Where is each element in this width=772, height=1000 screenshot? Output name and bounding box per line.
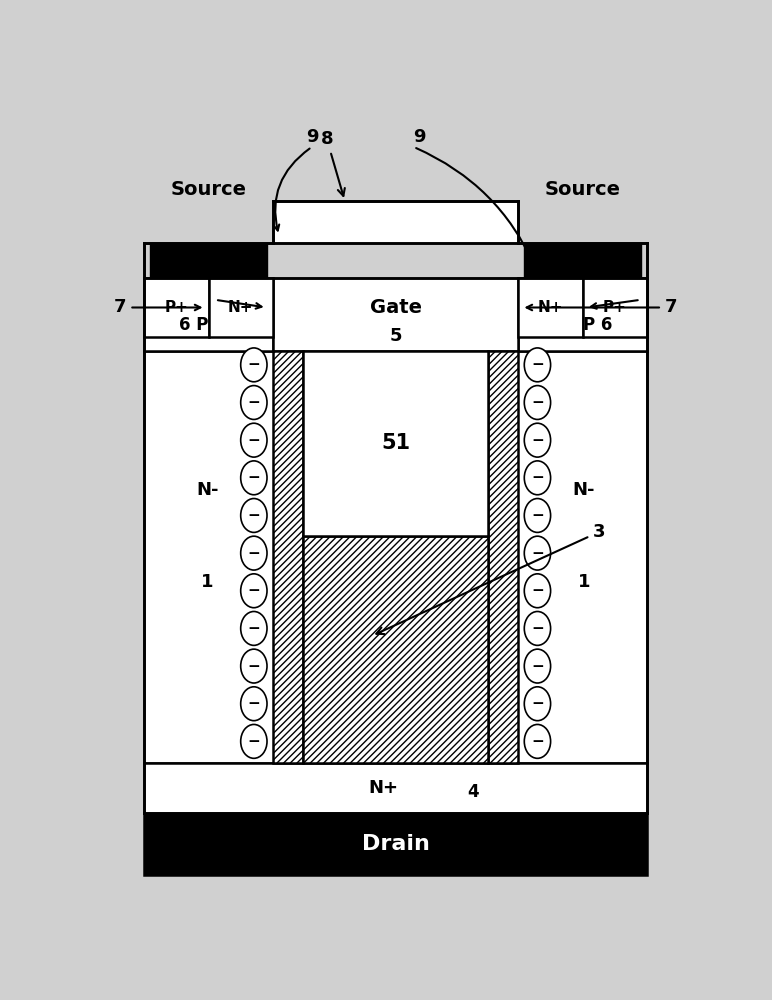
Text: −: − <box>248 659 260 674</box>
Text: −: − <box>531 734 543 749</box>
Text: Gate: Gate <box>370 298 422 317</box>
Circle shape <box>524 611 550 645</box>
Circle shape <box>241 611 267 645</box>
Circle shape <box>241 348 267 382</box>
Circle shape <box>524 386 550 419</box>
Text: −: − <box>531 546 543 561</box>
Circle shape <box>524 348 550 382</box>
Circle shape <box>524 536 550 570</box>
Text: P+: P+ <box>603 300 627 315</box>
Text: 1: 1 <box>201 573 213 591</box>
Text: −: − <box>531 395 543 410</box>
Text: −: − <box>531 470 543 485</box>
Text: 51: 51 <box>381 433 410 453</box>
Text: −: − <box>531 508 543 523</box>
Text: −: − <box>248 470 260 485</box>
Bar <box>273 278 518 351</box>
Bar <box>144 243 647 278</box>
Text: −: − <box>248 734 260 749</box>
Bar <box>208 278 273 337</box>
Text: −: − <box>248 357 260 372</box>
Text: −: − <box>531 659 543 674</box>
Circle shape <box>241 499 267 532</box>
Bar <box>518 278 583 337</box>
Bar <box>151 243 267 278</box>
Text: 4: 4 <box>468 783 479 801</box>
Text: P 6: P 6 <box>584 316 613 334</box>
Circle shape <box>524 574 550 608</box>
Text: P+: P+ <box>164 300 188 315</box>
Circle shape <box>524 687 550 721</box>
Text: N-: N- <box>573 481 595 499</box>
Circle shape <box>524 423 550 457</box>
Text: 1: 1 <box>578 573 591 591</box>
Text: Source: Source <box>171 180 247 199</box>
Bar <box>144 278 273 351</box>
Circle shape <box>524 499 550 532</box>
Text: 9: 9 <box>413 128 426 146</box>
Text: 3: 3 <box>377 523 605 634</box>
Bar <box>144 278 208 337</box>
Bar <box>273 351 303 763</box>
Text: −: − <box>531 621 543 636</box>
Circle shape <box>241 649 267 683</box>
Bar <box>144 813 647 875</box>
Text: 7: 7 <box>114 298 127 316</box>
Text: −: − <box>248 546 260 561</box>
Bar <box>144 351 647 763</box>
Circle shape <box>241 574 267 608</box>
Text: −: − <box>248 395 260 410</box>
Text: −: − <box>531 433 543 448</box>
Text: −: − <box>531 583 543 598</box>
Text: 6 P: 6 P <box>178 316 208 334</box>
Text: N-: N- <box>196 481 218 499</box>
Circle shape <box>241 536 267 570</box>
Bar <box>273 201 518 243</box>
Text: −: − <box>248 621 260 636</box>
Text: 8: 8 <box>320 130 345 196</box>
Bar <box>303 536 489 763</box>
Text: Source: Source <box>544 180 621 199</box>
Circle shape <box>241 423 267 457</box>
Text: 5: 5 <box>389 327 402 345</box>
Text: −: − <box>248 696 260 711</box>
Text: −: − <box>531 357 543 372</box>
Circle shape <box>241 461 267 495</box>
Text: N+: N+ <box>228 300 253 315</box>
Text: Drain: Drain <box>362 834 429 854</box>
Text: −: − <box>531 696 543 711</box>
Text: −: − <box>248 583 260 598</box>
Text: 7: 7 <box>665 298 677 316</box>
Text: N+: N+ <box>369 779 398 797</box>
Circle shape <box>524 461 550 495</box>
Bar <box>489 351 518 763</box>
Bar <box>303 351 489 536</box>
Text: −: − <box>248 508 260 523</box>
Text: 9: 9 <box>306 128 318 146</box>
Text: N+: N+ <box>538 300 564 315</box>
Bar <box>144 763 647 813</box>
Text: −: − <box>248 433 260 448</box>
Bar <box>518 278 647 351</box>
Circle shape <box>241 724 267 758</box>
Circle shape <box>524 649 550 683</box>
Bar <box>583 278 647 337</box>
Circle shape <box>241 687 267 721</box>
Bar <box>524 243 641 278</box>
Circle shape <box>524 724 550 758</box>
Circle shape <box>241 386 267 419</box>
